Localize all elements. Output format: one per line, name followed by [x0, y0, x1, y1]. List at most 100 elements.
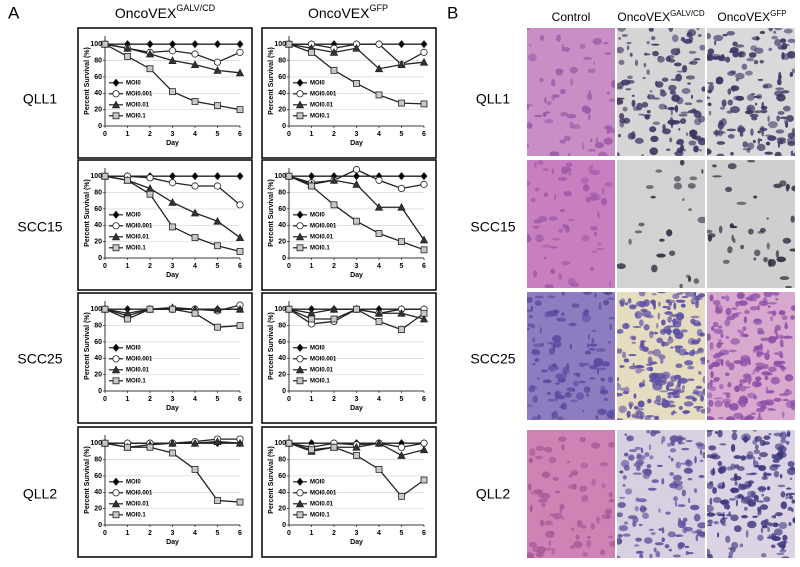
- cell: [679, 160, 685, 166]
- cell: [658, 508, 661, 513]
- cell: [753, 449, 761, 455]
- cell: [542, 168, 549, 171]
- cell: [680, 111, 690, 114]
- x-axis-label: Day: [166, 272, 179, 279]
- cell: [690, 318, 696, 325]
- cell: [707, 233, 716, 238]
- cell: [561, 444, 565, 451]
- cell: [568, 322, 577, 327]
- cell: [690, 94, 694, 99]
- cell: [628, 238, 632, 245]
- cell: [673, 496, 678, 502]
- cell: [690, 315, 700, 319]
- x-axis-label: Day: [166, 140, 179, 147]
- cell: [647, 350, 655, 355]
- x-tick-label: 5: [400, 263, 404, 270]
- cell: [601, 483, 606, 489]
- cell: [772, 522, 779, 528]
- cell: [722, 511, 725, 517]
- marker: [308, 182, 315, 190]
- cell: [653, 399, 662, 405]
- cell: [727, 381, 732, 388]
- cell: [720, 295, 727, 300]
- cell: [707, 382, 710, 390]
- marker: [375, 465, 383, 473]
- cell: [773, 470, 780, 478]
- cell: [527, 404, 533, 407]
- cell: [759, 504, 769, 510]
- marker: [146, 174, 154, 182]
- marker: [420, 246, 428, 254]
- cell: [667, 531, 676, 538]
- cell: [628, 401, 634, 407]
- cell: [786, 115, 794, 122]
- cell: [542, 379, 552, 384]
- marker: [236, 201, 244, 209]
- cell: [646, 69, 650, 76]
- cell: [617, 152, 620, 156]
- cell: [658, 103, 667, 110]
- cell: [656, 337, 663, 344]
- x-tick-label: 4: [377, 396, 381, 403]
- cell: [670, 78, 678, 81]
- cell: [707, 548, 711, 557]
- cell: [766, 242, 770, 250]
- cell: [687, 337, 696, 345]
- cell: [753, 456, 756, 464]
- cell: [591, 250, 598, 253]
- cell: [649, 331, 659, 335]
- cell: [540, 343, 545, 347]
- chart-frame: [261, 292, 437, 424]
- x-tick-label: 1: [310, 131, 314, 138]
- cell: [754, 362, 765, 367]
- cell: [742, 333, 749, 338]
- y-axis-label: Percent Survival (%): [84, 179, 91, 247]
- cell: [707, 519, 713, 525]
- cell: [644, 114, 650, 120]
- cell: [695, 534, 699, 542]
- cell: [544, 311, 550, 318]
- cell: [647, 94, 650, 100]
- cell: [693, 406, 704, 409]
- cell: [649, 553, 653, 558]
- cell: [595, 136, 599, 144]
- cell: [725, 186, 733, 193]
- cell: [782, 398, 789, 402]
- cell: [597, 408, 607, 416]
- cell: [558, 273, 563, 280]
- cell: [693, 145, 699, 153]
- cell: [729, 46, 739, 54]
- cell: [760, 527, 764, 534]
- x-tick-label: 0: [287, 263, 291, 270]
- cell: [594, 231, 597, 236]
- legend-label: MOI0.01: [310, 501, 334, 507]
- cell: [699, 148, 702, 152]
- cell: [767, 310, 777, 315]
- cell: [712, 496, 722, 503]
- cell: [661, 537, 665, 543]
- cell: [586, 92, 593, 101]
- header-base: OncoVEX: [617, 10, 670, 24]
- legend-label: MOI0.1: [126, 113, 146, 119]
- y-tick-label: 100: [274, 41, 286, 48]
- cell: [675, 363, 683, 369]
- cell: [768, 366, 777, 373]
- cell: [632, 472, 643, 475]
- cell: [678, 127, 681, 131]
- cell: [731, 307, 738, 311]
- cell: [627, 298, 632, 304]
- y-tick-label: 20: [94, 505, 102, 512]
- cell: [629, 52, 633, 57]
- cell: [743, 316, 748, 324]
- y-tick-label: 80: [278, 189, 286, 196]
- micrograph: [707, 28, 795, 156]
- cell: [644, 452, 650, 457]
- cell: [773, 432, 784, 437]
- cell: [531, 348, 540, 354]
- micrograph-texture: [707, 28, 795, 156]
- cell: [677, 517, 682, 523]
- marker: [353, 305, 360, 313]
- cell: [533, 219, 542, 224]
- cell: [707, 392, 713, 399]
- cell: [534, 162, 537, 169]
